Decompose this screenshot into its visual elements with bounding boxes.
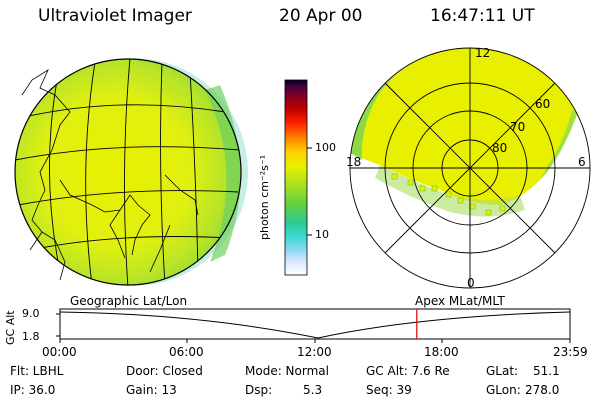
instrument-title: Ultraviolet Imager <box>38 6 192 26</box>
timeline-ytick-top: 9.0 <box>22 307 40 320</box>
status-glon-label: GLon: <box>486 383 521 397</box>
status-dsp-label: Dsp: <box>245 383 273 397</box>
status-ip: IP: 36.0 <box>10 383 56 397</box>
colorbar-tick-100: 100 <box>315 141 336 154</box>
observation-date: 20 Apr 00 <box>279 6 363 26</box>
timeline-xtick-0000: 00:00 <box>42 345 77 359</box>
status-glat-value: 51.1 <box>533 364 560 378</box>
observation-time: 16:47:11 UT <box>430 6 535 26</box>
status-gc-alt: GC Alt: 7.6 Re <box>366 364 450 378</box>
status-glon-value: 278.0 <box>525 383 560 397</box>
timeline-ytick-bottom: 1.8 <box>22 330 40 343</box>
status-glat-label: GLat: <box>486 364 519 378</box>
timeline-xtick-1800: 18:00 <box>424 345 459 359</box>
status-mode: Mode: Normal <box>245 364 329 378</box>
mlt-label-12: 12 <box>475 46 491 60</box>
status-filter: Flt: LBHL <box>10 364 64 378</box>
mlat-label-80: 80 <box>492 141 508 155</box>
timeline-xtick-0600: 06:00 <box>169 345 204 359</box>
timeline-xtick-2359: 23:59 <box>553 345 588 359</box>
mlt-label-0: 0 <box>467 276 475 290</box>
timeline-xtick-1200: 12:00 <box>297 345 332 359</box>
timeline-left-title: Geographic Lat/Lon <box>70 294 188 308</box>
status-gain: Gain: 13 <box>126 383 177 397</box>
mlt-label-6: 6 <box>578 155 586 169</box>
status-seq: Seq: 39 <box>366 383 412 397</box>
status-door: Door: Closed <box>126 364 203 378</box>
timeline-right-title: Apex MLat/MLT <box>415 294 505 308</box>
colorbar-tick-10: 10 <box>315 228 329 241</box>
mlat-label-70: 70 <box>510 120 526 134</box>
mlt-label-18: 18 <box>346 155 362 169</box>
status-dsp-value: 5.3 <box>303 383 323 397</box>
mlat-label-60: 60 <box>535 97 551 111</box>
